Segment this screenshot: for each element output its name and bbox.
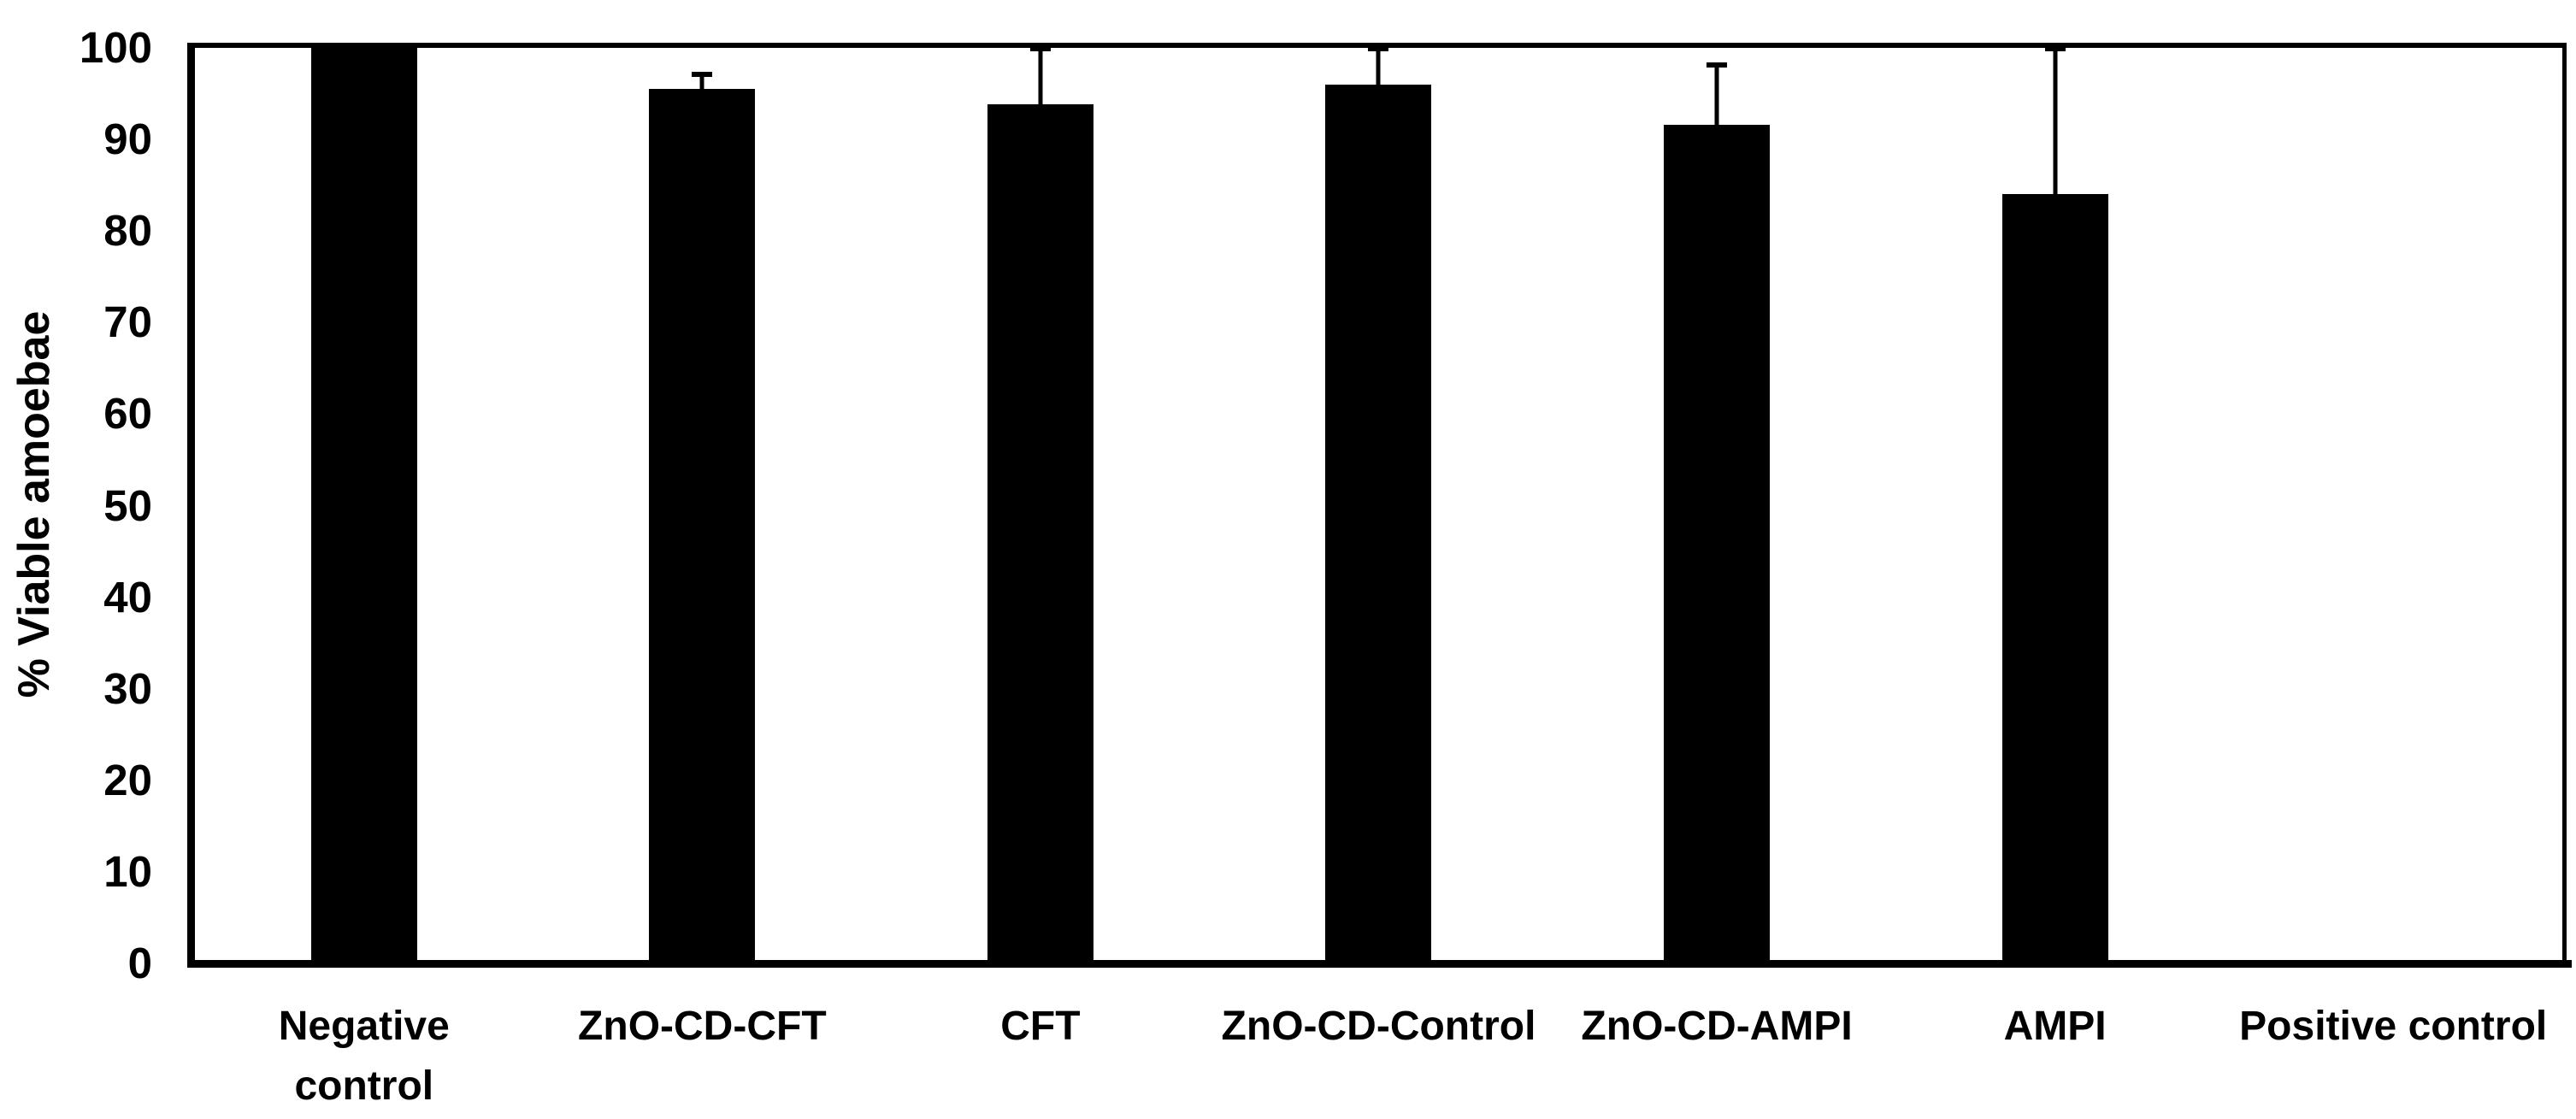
error-bar-cap (2044, 46, 2066, 51)
plot-area (195, 46, 2562, 963)
bar (1664, 124, 1771, 963)
y-tick-label: 0 (127, 939, 152, 987)
y-tick-label: 90 (103, 115, 152, 164)
y-tick-label: 40 (103, 572, 152, 621)
category-slot (195, 48, 533, 963)
y-tick-label: 80 (103, 206, 152, 256)
category-slot (1210, 46, 1548, 963)
error-bar-line (1714, 64, 1719, 125)
x-tick-label: Negative control (278, 1004, 450, 1109)
x-tick-label: CFT (1000, 1004, 1081, 1049)
bar (310, 48, 417, 963)
x-tick-label: Positive control (2239, 1004, 2548, 1049)
x-axis-line (187, 960, 2572, 968)
error-bar-cap (692, 72, 713, 77)
category-slot (533, 48, 872, 963)
error-bar-line (699, 74, 704, 90)
category-slot (871, 46, 1210, 963)
y-tick-label: 100 (79, 23, 152, 72)
plot-frame-top (195, 43, 2567, 48)
y-tick-label: 20 (103, 755, 152, 804)
y-axis-line (187, 43, 195, 968)
x-tick-label: ZnO-CD-CFT (578, 1004, 827, 1049)
error-bar-cap (1707, 62, 1728, 68)
error-bar-cap (1029, 46, 1051, 51)
y-tick-label: 50 (103, 480, 152, 530)
y-tick-label: 70 (103, 297, 152, 347)
bar (987, 104, 1093, 963)
error-bar-cap (1368, 46, 1389, 51)
x-tick-label: AMPI (2003, 1004, 2107, 1049)
x-tick-label: ZnO-CD-Control (1221, 1004, 1536, 1049)
category-slot (1547, 48, 1886, 963)
error-bar-line (1038, 48, 1043, 105)
plot-frame-right (2562, 43, 2567, 968)
bar (2001, 194, 2108, 963)
error-bar-line (1376, 48, 1381, 85)
bar (1325, 84, 1432, 963)
y-tick-label: 30 (103, 663, 152, 713)
category-slot (2224, 48, 2562, 963)
y-tick-label: 60 (103, 389, 152, 439)
category-slot (1886, 46, 2225, 963)
bar (649, 89, 756, 963)
x-tick-label: ZnO-CD-AMPI (1581, 1004, 1853, 1049)
y-tick-label: 10 (103, 846, 152, 896)
error-bar-line (2053, 48, 2058, 195)
